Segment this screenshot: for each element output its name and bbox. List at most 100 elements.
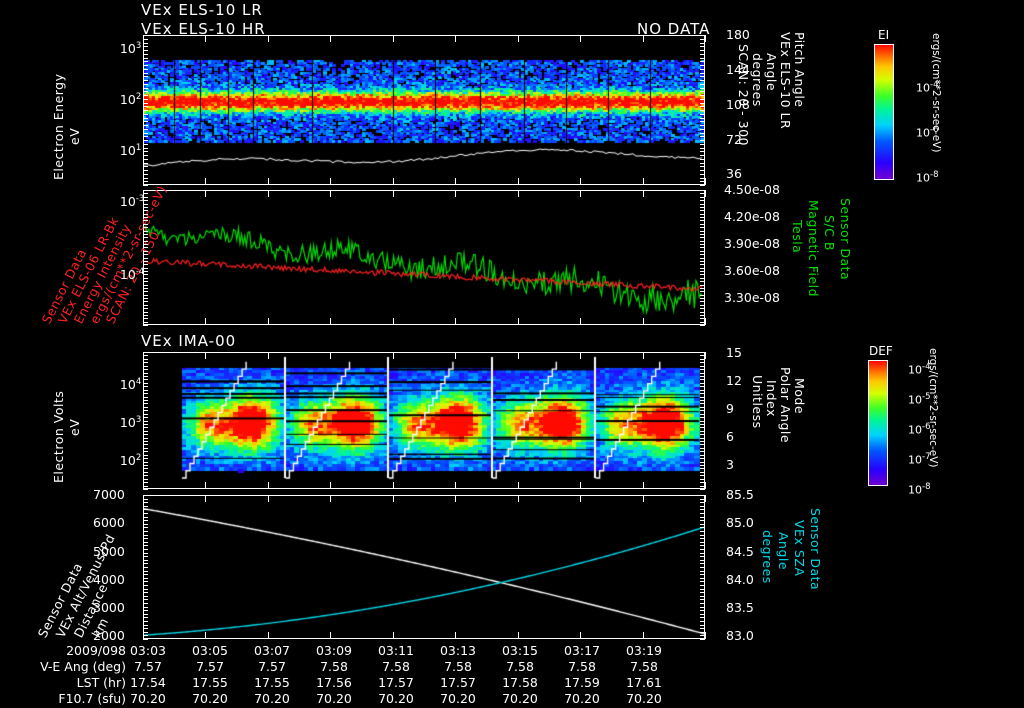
axis-tick: [330, 35, 332, 42]
axis-tick: [700, 420, 705, 422]
axis-tick: [143, 304, 148, 306]
axis-tick: [143, 393, 148, 395]
axis-tick: [143, 563, 148, 565]
axis-tick: [143, 181, 148, 183]
axis-tick: [700, 143, 705, 145]
axis-tick: [700, 485, 705, 487]
panel4-ytick-4: 3000: [93, 600, 125, 615]
axis-tick: [700, 113, 705, 115]
bottom-row-label-0: V-E Ang (deg): [40, 659, 126, 674]
axis-tick: [143, 523, 148, 525]
axis-tick: [700, 621, 705, 622]
panel4-ytick-right-2: 84.5: [726, 544, 754, 559]
bottom-value-1-8: 17.61: [626, 675, 662, 690]
axis-tick: [143, 485, 148, 487]
panel1-ytick-1: 102: [119, 91, 142, 107]
axis-tick: [700, 624, 705, 626]
axis-tick: [143, 125, 148, 126]
axis-tick: [700, 281, 705, 283]
axis-tick: [143, 166, 148, 168]
axis-tick: [143, 83, 148, 85]
axis-tick: [392, 352, 394, 359]
axis-tick: [700, 393, 705, 395]
axis-tick: [700, 434, 705, 436]
axis-tick: [392, 495, 394, 502]
axis-tick: [642, 178, 644, 185]
axis-tick: [330, 495, 332, 502]
axis-tick: [143, 482, 148, 484]
axis-tick: [700, 423, 705, 425]
colorbar2-label: DEF: [869, 344, 893, 358]
axis-tick: [700, 610, 705, 612]
axis-tick: [700, 403, 705, 405]
axis-tick: [143, 369, 148, 371]
colorbar2-tick-4: 10-8: [908, 482, 931, 497]
axis-tick: [143, 372, 148, 374]
axis-tick: [700, 639, 705, 640]
axis-tick: [700, 193, 705, 195]
axis-tick: [143, 489, 148, 490]
axis-tick: [700, 106, 705, 108]
axis-tick: [700, 308, 705, 310]
panel4-ytick-right-0: 85.5: [726, 487, 754, 502]
axis-tick: [143, 102, 148, 104]
axis-tick: [267, 482, 269, 489]
axis-tick: [205, 632, 207, 639]
axis-tick: [143, 389, 148, 391]
axis-tick: [392, 178, 394, 185]
panel3-ytick-right-1: 12: [726, 373, 742, 388]
axis-tick: [143, 244, 148, 245]
panel2-right-label-4: Tesla: [790, 220, 805, 254]
axis-tick: [700, 223, 705, 225]
axis-tick: [143, 628, 148, 630]
axis-tick: [143, 639, 148, 640]
axis-tick: [700, 458, 705, 460]
axis-tick: [143, 281, 148, 283]
axis-tick: [700, 83, 705, 85]
axis-tick: [580, 352, 582, 359]
axis-tick: [700, 396, 705, 398]
axis-tick: [143, 434, 148, 436]
panel1-ytick-right-2: 108: [726, 97, 750, 112]
axis-tick: [700, 200, 705, 202]
axis-tick: [700, 284, 705, 286]
axis-tick: [143, 447, 148, 449]
axis-tick: [143, 592, 148, 594]
bottom-value-1-3: 17.56: [316, 675, 352, 690]
axis-tick: [205, 318, 207, 325]
axis-tick: [143, 365, 148, 367]
axis-tick: [143, 454, 148, 456]
axis-tick: [143, 534, 148, 536]
panel1-yunits-left: eV: [64, 128, 83, 145]
axis-tick: [143, 585, 148, 586]
axis-tick: [143, 527, 148, 529]
axis-tick: [700, 454, 705, 456]
axis-tick: [700, 603, 705, 604]
axis-tick: [700, 68, 705, 70]
axis-tick: [143, 294, 148, 296]
axis-tick: [517, 318, 519, 325]
axis-tick: [700, 110, 705, 111]
axis-tick: [642, 318, 644, 325]
axis-tick: [143, 95, 148, 96]
axis-tick: [700, 294, 705, 296]
axis-tick: [700, 585, 705, 586]
axis-tick: [267, 495, 269, 502]
axis-tick: [700, 220, 705, 222]
axis-tick: [143, 396, 148, 398]
axis-tick: [700, 475, 705, 477]
axis-tick: [642, 482, 644, 489]
colorbar1-tick-2: 10-8: [916, 170, 939, 185]
axis-tick: [700, 76, 705, 78]
axis-tick: [580, 495, 582, 502]
colorbar2-unit: ergs/(cm**2-sr-sec-eV): [927, 348, 939, 468]
axis-tick: [143, 193, 148, 195]
axis-tick: [143, 76, 148, 78]
axis-tick: [700, 46, 705, 48]
axis-tick: [700, 158, 705, 160]
axis-tick: [143, 155, 148, 156]
axis-tick: [143, 136, 148, 138]
axis-tick: [143, 475, 148, 477]
axis-tick: [700, 595, 705, 597]
axis-tick: [143, 420, 148, 422]
